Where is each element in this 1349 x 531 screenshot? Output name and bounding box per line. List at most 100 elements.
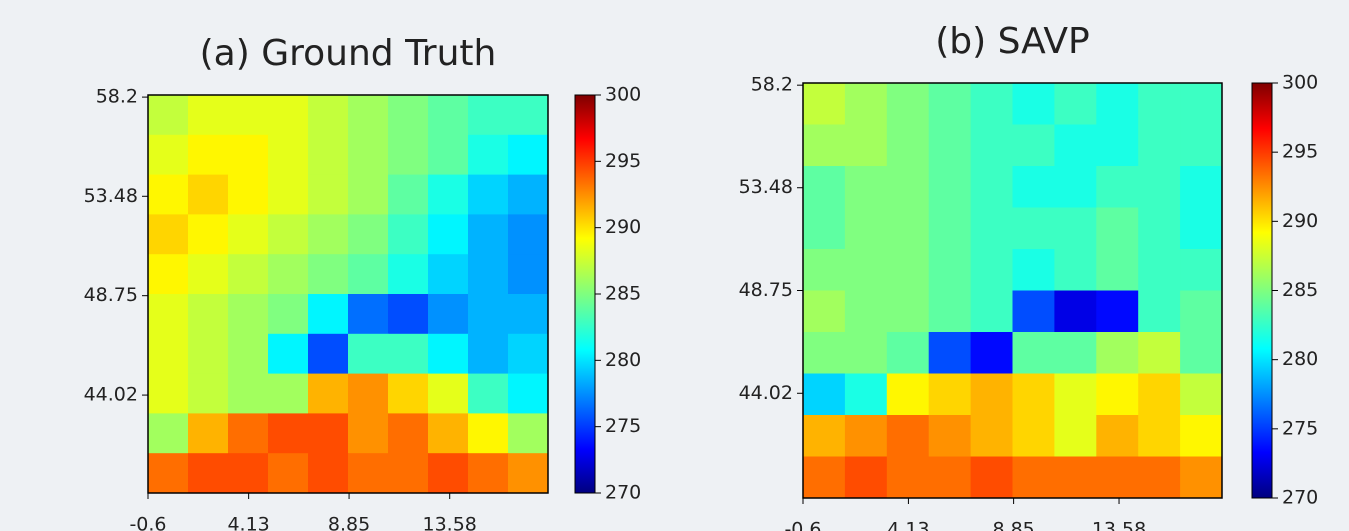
heatmap-cell xyxy=(148,373,189,414)
heatmap-cell xyxy=(508,134,549,176)
y-tick-label: 48.75 xyxy=(739,279,793,301)
heatmap-cell xyxy=(844,373,888,416)
heatmap-cell xyxy=(308,254,349,295)
heatmap-cell xyxy=(803,456,846,499)
heatmap-cell xyxy=(1138,290,1181,333)
heatmap-cell xyxy=(1054,249,1097,291)
colorbar-tick-label: 275 xyxy=(605,415,641,437)
heatmap-cell xyxy=(970,456,1013,499)
heatmap-cell xyxy=(844,332,888,374)
heatmap-cell xyxy=(970,290,1013,333)
heatmap-cell xyxy=(268,134,309,176)
heatmap-cell xyxy=(188,214,229,255)
heatmap-cell xyxy=(1054,83,1097,125)
heatmap-cell xyxy=(428,174,469,215)
heatmap-cell xyxy=(1012,83,1055,125)
heatmap-cell xyxy=(188,413,229,454)
heatmap-cell xyxy=(268,294,309,335)
heatmap-cell xyxy=(428,453,469,494)
heatmap-cell xyxy=(148,214,189,255)
heatmap-cell xyxy=(1180,249,1223,291)
x-tick-label: 13.58 xyxy=(422,514,476,531)
heatmap-cell xyxy=(228,373,269,414)
heatmap-cell xyxy=(886,124,930,167)
heatmap-cell xyxy=(1054,456,1097,499)
colorbar-tick-label: 295 xyxy=(605,150,641,172)
heatmap-cell xyxy=(803,290,846,333)
colorbar-tick-label: 270 xyxy=(605,482,641,504)
heatmap-cell xyxy=(388,413,429,454)
heatmap-cell xyxy=(148,294,189,335)
heatmap-cell xyxy=(1138,83,1181,125)
heatmap-cell xyxy=(228,254,269,295)
colorbar-tick-label: 290 xyxy=(605,216,641,238)
heatmap-cell xyxy=(508,413,549,454)
heatmap-cell xyxy=(428,333,469,375)
heatmap-cell xyxy=(970,124,1013,167)
heatmap-cell xyxy=(188,95,229,136)
heatmap-cell xyxy=(148,254,189,295)
heatmap-cell xyxy=(1180,415,1223,457)
colorbar-tick-label: 290 xyxy=(1282,210,1318,232)
heatmap-cell xyxy=(228,333,269,375)
heatmap-cell xyxy=(1180,290,1223,333)
heatmap-cell xyxy=(228,95,269,136)
heatmap-cell xyxy=(1138,415,1181,457)
heatmap-cell xyxy=(803,83,846,125)
heatmap-cell xyxy=(428,373,469,414)
colorbar-tick-label: 295 xyxy=(1282,141,1318,163)
heatmap-cell xyxy=(886,332,930,374)
heatmap-cell xyxy=(1138,207,1181,250)
heatmap-cell xyxy=(970,332,1013,374)
heatmap-cell xyxy=(348,453,389,494)
y-tick-label: 53.48 xyxy=(84,185,138,207)
heatmap-cell xyxy=(228,294,269,335)
heatmap-cell xyxy=(508,453,549,494)
heatmap-cell xyxy=(803,249,846,291)
heatmap-cell xyxy=(970,373,1013,416)
heatmap-cell xyxy=(1138,332,1181,374)
heatmap-cell xyxy=(268,174,309,215)
heatmap-cell xyxy=(508,254,549,295)
heatmap-cell xyxy=(1180,83,1223,125)
heatmap-cell xyxy=(468,333,509,375)
chart-title: (a) Ground Truth xyxy=(200,33,497,74)
heatmap-cell xyxy=(1138,373,1181,416)
heatmap-cell xyxy=(308,294,349,335)
heatmap-cell xyxy=(1096,124,1139,167)
heatmap-cell xyxy=(1138,249,1181,291)
heatmap-cell xyxy=(468,373,509,414)
heatmap-cell xyxy=(348,294,389,335)
heatmap-cell xyxy=(428,214,469,255)
heatmap-cell xyxy=(388,95,429,136)
heatmap-cell xyxy=(228,174,269,215)
heatmap-cell xyxy=(1054,124,1097,167)
colorbar-tick-label: 300 xyxy=(1282,72,1318,94)
colorbar xyxy=(574,94,596,494)
heatmap-cell xyxy=(388,333,429,375)
heatmap-cell xyxy=(468,254,509,295)
heatmap-cell xyxy=(268,214,309,255)
heatmap-cell xyxy=(228,413,269,454)
heatmap-cell xyxy=(388,174,429,215)
heatmap-cell xyxy=(928,332,972,374)
heatmap-cell xyxy=(148,413,189,454)
heatmap-cell xyxy=(348,95,389,136)
heatmap-cell xyxy=(886,166,930,208)
heatmap-cell xyxy=(468,413,509,454)
heatmap-cell xyxy=(1180,166,1223,208)
axes-frame xyxy=(147,94,549,494)
heatmap-cell xyxy=(970,415,1013,457)
heatmap-cell xyxy=(886,207,930,250)
heatmap-cell xyxy=(228,134,269,176)
heatmap-cell xyxy=(844,456,888,499)
heatmap-cell xyxy=(1012,332,1055,374)
heatmap-cell xyxy=(268,413,309,454)
heatmap-cell xyxy=(228,214,269,255)
heatmap-cell xyxy=(388,214,429,255)
heatmap-cell xyxy=(1012,290,1055,333)
heatmap-cell xyxy=(1096,207,1139,250)
heatmap-cell xyxy=(268,453,309,494)
y-tick-label: 53.48 xyxy=(739,176,793,198)
heatmap-cell xyxy=(803,124,846,167)
